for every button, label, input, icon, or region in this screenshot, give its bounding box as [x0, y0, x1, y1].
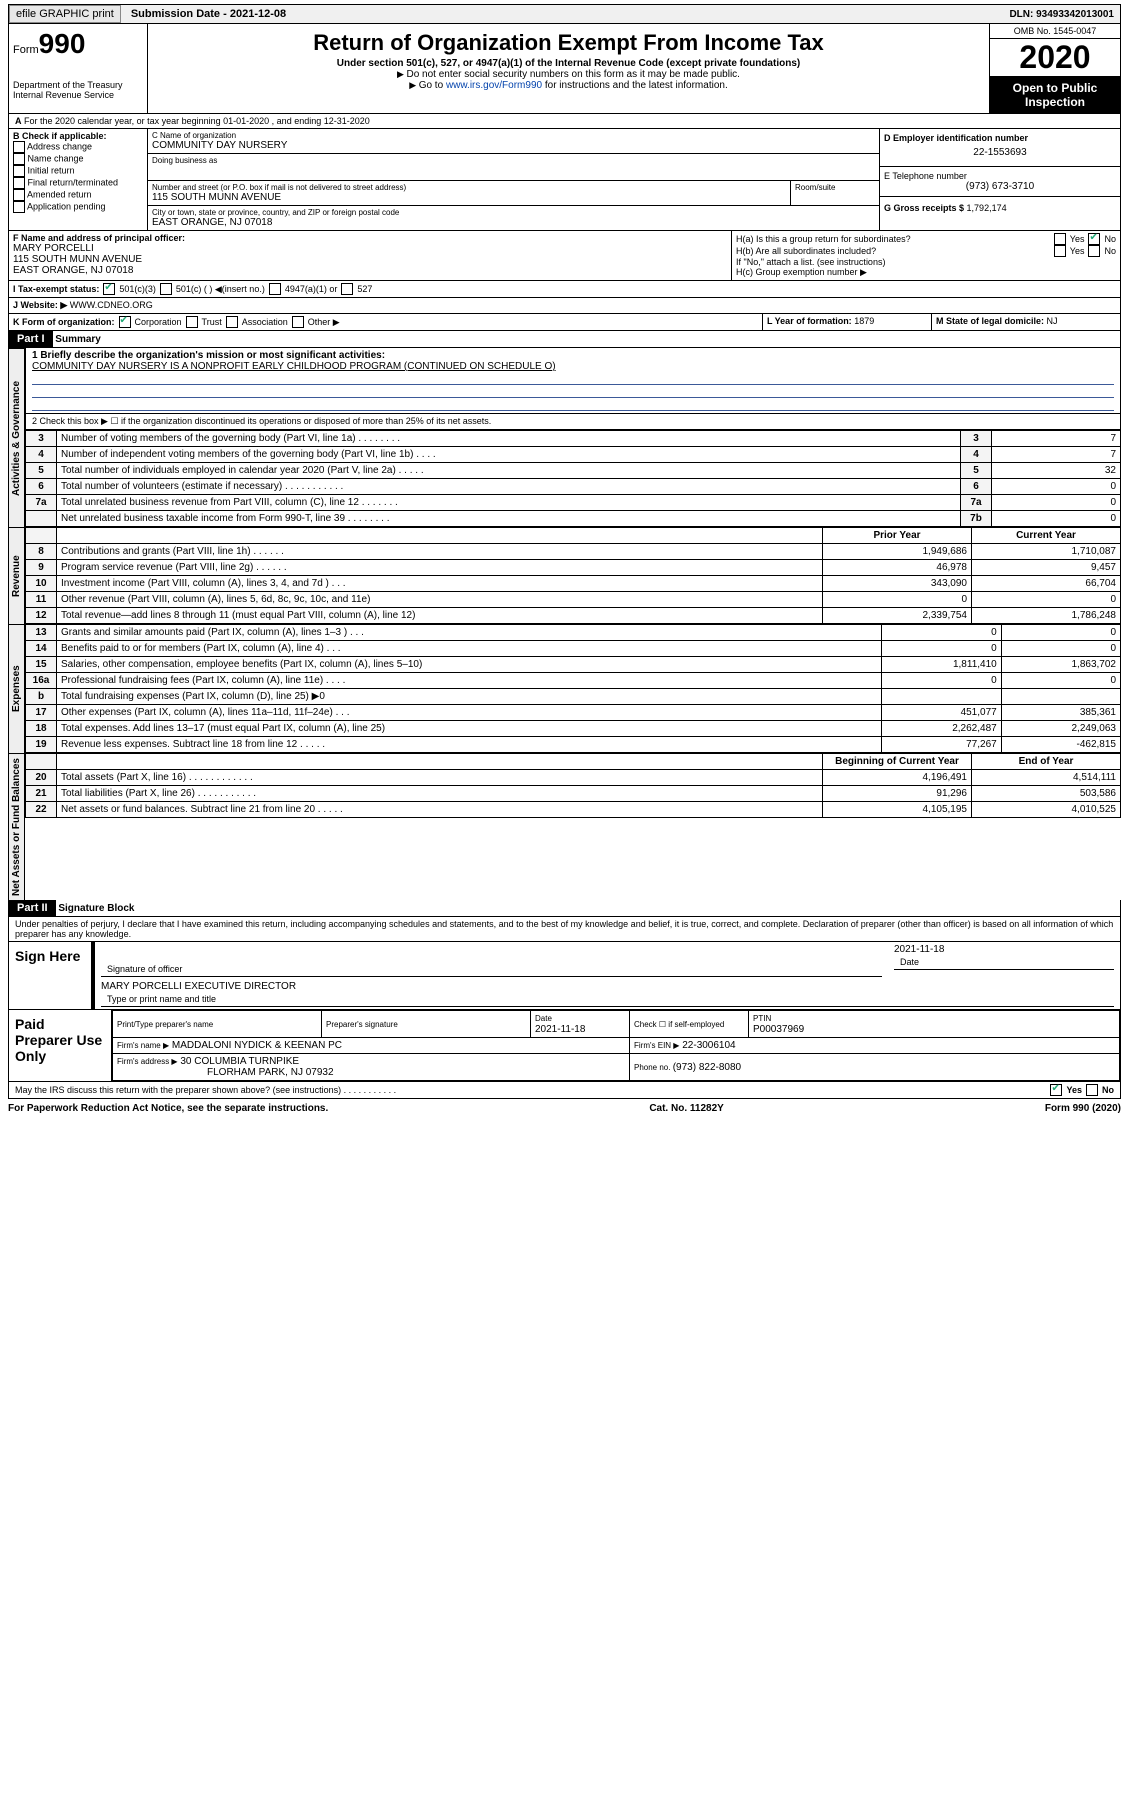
tab-netassets: Net Assets or Fund Balances — [8, 753, 25, 900]
l-year-label: L Year of formation: — [767, 316, 854, 326]
i-527-checkbox[interactable] — [341, 283, 353, 295]
phone-value: (973) 673-3710 — [884, 181, 1116, 192]
hb-yes-checkbox[interactable] — [1054, 245, 1066, 257]
signer-name: MARY PORCELLI EXECUTIVE DIRECTOR — [101, 981, 1114, 992]
sign-here-label: Sign Here — [9, 942, 92, 1009]
ha-yes-checkbox[interactable] — [1054, 233, 1066, 245]
i-501c-checkbox[interactable] — [160, 283, 172, 295]
i-4947-checkbox[interactable] — [269, 283, 281, 295]
street-address: 115 SOUTH MUNN AVENUE — [152, 192, 786, 203]
discuss-no-checkbox[interactable] — [1086, 1084, 1098, 1096]
cat-no: Cat. No. 11282Y — [649, 1103, 723, 1114]
submission-date-label: Submission Date - 2021-12-08 — [127, 6, 290, 22]
link-note: Go to www.irs.gov/Form990 for instructio… — [152, 80, 985, 91]
q2-label: 2 Check this box ▶ ☐ if the organization… — [25, 414, 1121, 430]
hb-no-checkbox[interactable] — [1088, 245, 1100, 257]
part2-header: Part II — [9, 900, 56, 916]
i-label: I Tax-exempt status: — [13, 284, 99, 294]
form-title: Return of Organization Exempt From Incom… — [152, 30, 985, 56]
q1-label: 1 Briefly describe the organization's mi… — [32, 350, 1114, 361]
ha-no-checkbox[interactable] — [1088, 233, 1100, 245]
signer-name-label: Type or print name and title — [101, 992, 1114, 1007]
addr-label: Number and street (or P.O. box if mail i… — [152, 183, 786, 192]
k-other-checkbox[interactable] — [292, 316, 304, 328]
b-option[interactable]: Name change — [13, 153, 143, 165]
revenue-table: Prior YearCurrent Year8Contributions and… — [25, 527, 1121, 624]
part1-title: Summary — [55, 334, 101, 345]
b-option[interactable]: Amended return — [13, 189, 143, 201]
tax-year: 2020 — [990, 39, 1120, 77]
netassets-table: Beginning of Current YearEnd of Year20To… — [25, 753, 1121, 818]
part2-title: Signature Block — [58, 903, 134, 914]
irs-link[interactable]: www.irs.gov/Form990 — [446, 80, 542, 91]
ha-label: H(a) Is this a group return for subordin… — [736, 234, 911, 244]
officer-addr1: 115 SOUTH MUNN AVENUE — [13, 254, 727, 265]
form-number: Form990 — [13, 28, 143, 60]
discuss-yes-checkbox[interactable] — [1050, 1084, 1062, 1096]
officer-name: MARY PORCELLI — [13, 243, 727, 254]
tab-revenue: Revenue — [8, 527, 25, 624]
omb-number: OMB No. 1545-0047 — [990, 24, 1120, 39]
f-officer-label: F Name and address of principal officer: — [13, 233, 727, 243]
tab-governance: Activities & Governance — [8, 348, 25, 527]
officer-addr2: EAST ORANGE, NJ 07018 — [13, 265, 727, 276]
form-header: Form990 Department of the Treasury Inter… — [8, 24, 1121, 114]
q1-value: COMMUNITY DAY NURSERY IS A NONPROFIT EAR… — [32, 361, 1114, 372]
declaration-text: Under penalties of perjury, I declare th… — [8, 917, 1121, 942]
m-state-label: M State of legal domicile: — [936, 316, 1047, 326]
k-trust-checkbox[interactable] — [186, 316, 198, 328]
form-subtitle: Under section 501(c), 527, or 4947(a)(1)… — [152, 58, 985, 69]
k-corp-checkbox[interactable] — [119, 316, 131, 328]
b-label: B Check if applicable: — [13, 131, 143, 141]
b-option[interactable]: Initial return — [13, 165, 143, 177]
form-ref: Form 990 (2020) — [1045, 1103, 1121, 1114]
city-label: City or town, state or province, country… — [152, 208, 875, 217]
governance-table: 3Number of voting members of the governi… — [25, 430, 1121, 527]
sign-date-label: Date — [894, 955, 1114, 970]
tab-expenses: Expenses — [8, 624, 25, 753]
hc-label: H(c) Group exemption number ▶ — [736, 267, 1116, 278]
k-label: K Form of organization: — [13, 317, 115, 327]
c-name-label: C Name of organization — [152, 131, 875, 140]
dln-label: DLN: 93493342013001 — [1003, 7, 1120, 22]
room-label: Room/suite — [790, 181, 879, 205]
open-to-public: Open to Public Inspection — [990, 77, 1120, 113]
hb-note: If "No," attach a list. (see instruction… — [736, 257, 1116, 267]
expenses-table: 13Grants and similar amounts paid (Part … — [25, 624, 1121, 753]
preparer-table: Print/Type preparer's name Preparer's si… — [112, 1010, 1120, 1081]
g-gross-receipts: G Gross receipts $ 1,792,174 — [880, 197, 1120, 219]
efile-button[interactable]: efile GRAPHIC print — [9, 5, 121, 23]
sign-date: 2021-11-18 — [894, 944, 1114, 955]
paperwork-notice: For Paperwork Reduction Act Notice, see … — [8, 1103, 328, 1114]
dba-label: Doing business as — [152, 156, 875, 165]
ein-value: 22-1553693 — [884, 143, 1116, 162]
paid-preparer-label: Paid Preparer Use Only — [9, 1010, 112, 1081]
city-state-zip: EAST ORANGE, NJ 07018 — [152, 217, 875, 228]
j-website-label: J Website: ▶ — [13, 300, 67, 310]
e-phone-label: E Telephone number — [884, 171, 1116, 181]
dept-label: Department of the Treasury Internal Reve… — [13, 80, 143, 100]
d-ein-label: D Employer identification number — [884, 133, 1116, 143]
line-a: A For the 2020 calendar year, or tax yea… — [8, 114, 1121, 129]
part1-header: Part I — [9, 331, 53, 347]
k-assoc-checkbox[interactable] — [226, 316, 238, 328]
hb-label: H(b) Are all subordinates included? — [736, 246, 876, 256]
ssn-note: Do not enter social security numbers on … — [152, 69, 985, 80]
b-option[interactable]: Address change — [13, 141, 143, 153]
discuss-label: May the IRS discuss this return with the… — [15, 1085, 396, 1095]
sig-officer-label: Signature of officer — [101, 962, 882, 977]
b-option[interactable]: Application pending — [13, 201, 143, 213]
b-option[interactable]: Final return/terminated — [13, 177, 143, 189]
website-value: WWW.CDNEO.ORG — [70, 300, 153, 310]
top-toolbar: efile GRAPHIC print Submission Date - 20… — [8, 4, 1121, 24]
org-name: COMMUNITY DAY NURSERY — [152, 140, 875, 151]
i-501c3-checkbox[interactable] — [103, 283, 115, 295]
